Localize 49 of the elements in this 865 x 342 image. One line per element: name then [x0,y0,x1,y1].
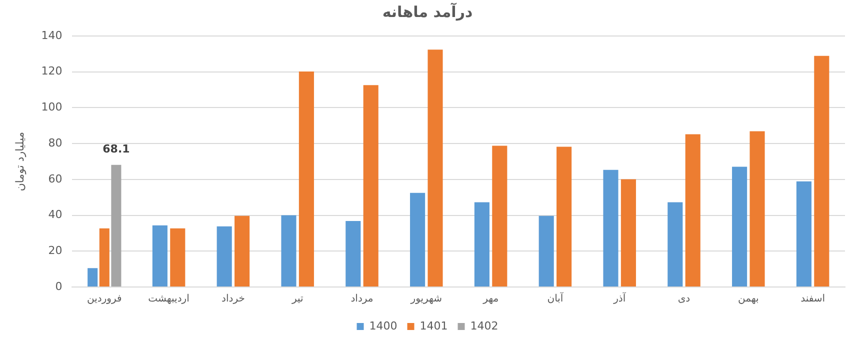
bar [111,164,122,286]
bar [814,56,830,286]
y-tick-label: 80 [48,136,62,150]
x-tick-label: خرداد [222,294,245,305]
y-tick-label: 20 [48,244,62,257]
x-tick-label: بهمن [738,294,759,305]
x-tick-label: اسفند [800,294,826,305]
bar [603,170,618,286]
bar [152,225,168,286]
bar [732,166,748,286]
x-tick-label: مرداد [350,294,374,305]
bar [492,146,508,286]
bar [474,202,490,286]
bar [538,216,554,286]
y-axis-title: میلیارد تومان [13,132,26,192]
bar [170,228,186,286]
y-tick-label: 60 [48,172,62,186]
y-tick-label: 100 [41,100,62,114]
bar [410,192,426,286]
bar [668,202,683,286]
bar [620,179,636,286]
bar [685,134,700,286]
x-tick-label: فروردین [86,294,122,305]
y-tick-label: 40 [48,208,62,222]
y-tick-label: 0 [55,280,62,293]
x-tick-label: شهریور [410,294,442,305]
bar [363,85,378,286]
x-tick-label: دی [678,294,690,305]
legend-label: 1402 [470,319,498,332]
bar [796,181,812,286]
x-tick-label: آبان [547,292,564,305]
data-label: 68.1 [102,142,130,156]
bar [234,216,250,286]
y-tick-label: 140 [41,28,62,42]
bar [750,131,765,286]
chart-title: درآمد ماهانه [382,2,473,21]
bar [346,221,361,286]
x-tick-label: آذر [612,292,627,305]
bar [298,72,314,286]
x-tick-label: تیر [290,294,304,305]
bar [281,215,296,286]
x-tick-label: مهر [482,294,499,305]
bar [428,50,443,286]
bar [556,146,572,286]
bar [216,226,232,286]
x-tick-label: اردیبهشت [148,294,190,305]
legend-label: 1400 [369,319,398,332]
y-tick-label: 120 [41,64,62,78]
legend-label: 1401 [420,319,448,332]
